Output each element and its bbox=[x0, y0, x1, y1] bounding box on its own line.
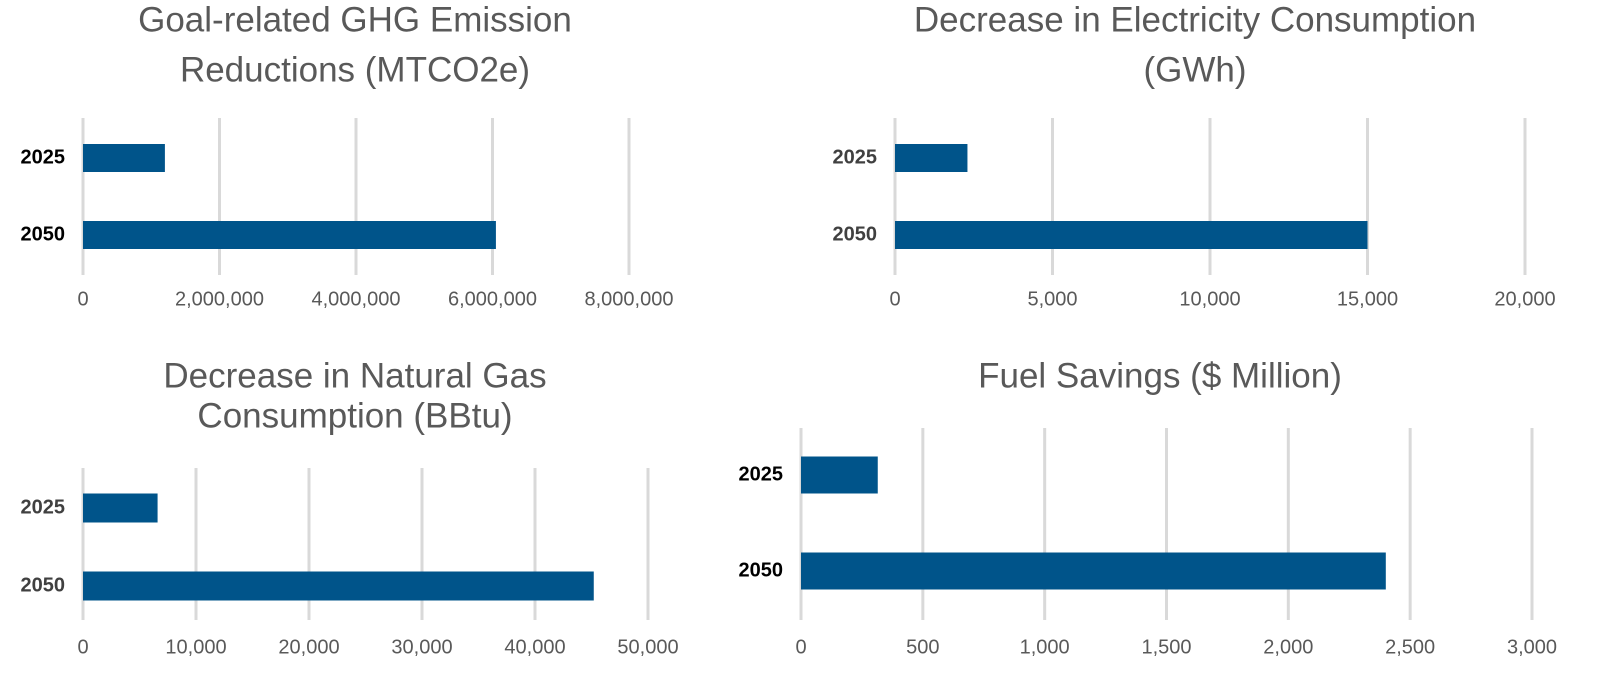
x-tick-label: 50,000 bbox=[617, 636, 678, 658]
bar bbox=[895, 144, 968, 172]
category-label: 2050 bbox=[739, 559, 784, 581]
bar bbox=[83, 571, 594, 601]
x-tick-label: 10,000 bbox=[165, 636, 226, 658]
x-tick-label: 5,000 bbox=[1027, 288, 1077, 310]
bar bbox=[895, 221, 1368, 249]
category-label: 2050 bbox=[21, 574, 66, 596]
x-tick-label: 2,500 bbox=[1385, 636, 1435, 658]
x-tick-label: 500 bbox=[906, 636, 939, 658]
x-tick-label: 0 bbox=[77, 288, 88, 310]
bar bbox=[801, 456, 878, 494]
x-tick-label: 2,000,000 bbox=[175, 288, 264, 310]
bar bbox=[83, 493, 158, 523]
x-tick-label: 40,000 bbox=[504, 636, 565, 658]
x-tick-label: 6,000,000 bbox=[448, 288, 537, 310]
x-tick-label: 2,000 bbox=[1263, 636, 1313, 658]
category-label: 2025 bbox=[21, 146, 66, 168]
x-tick-label: 8,000,000 bbox=[585, 288, 674, 310]
chart-title: Reductions (MTCO2e) bbox=[180, 50, 530, 89]
x-tick-label: 30,000 bbox=[391, 636, 452, 658]
chart-title: Decrease in Electricity Consumption bbox=[914, 0, 1476, 39]
chart-title: Decrease in Natural Gas bbox=[163, 356, 546, 395]
chart-title: Consumption (BBtu) bbox=[197, 396, 512, 435]
x-tick-label: 3,000 bbox=[1507, 636, 1557, 658]
bar bbox=[83, 144, 165, 172]
x-tick-label: 0 bbox=[795, 636, 806, 658]
category-label: 2025 bbox=[833, 146, 878, 168]
x-tick-label: 10,000 bbox=[1179, 288, 1240, 310]
x-tick-label: 15,000 bbox=[1337, 288, 1398, 310]
x-tick-label: 20,000 bbox=[1494, 288, 1555, 310]
x-tick-label: 0 bbox=[77, 636, 88, 658]
x-tick-label: 20,000 bbox=[278, 636, 339, 658]
category-label: 2050 bbox=[21, 223, 66, 245]
bar bbox=[83, 221, 496, 249]
chart-title: Goal-related GHG Emission bbox=[138, 0, 572, 39]
chart-title: (GWh) bbox=[1143, 50, 1246, 89]
x-tick-label: 4,000,000 bbox=[312, 288, 401, 310]
x-tick-label: 1,000 bbox=[1020, 636, 1070, 658]
x-tick-label: 0 bbox=[889, 288, 900, 310]
category-label: 2050 bbox=[833, 223, 878, 245]
bar bbox=[801, 552, 1386, 590]
chart-title: Fuel Savings ($ Million) bbox=[978, 356, 1342, 395]
x-tick-label: 1,500 bbox=[1141, 636, 1191, 658]
category-label: 2025 bbox=[21, 496, 66, 518]
category-label: 2025 bbox=[739, 463, 784, 485]
